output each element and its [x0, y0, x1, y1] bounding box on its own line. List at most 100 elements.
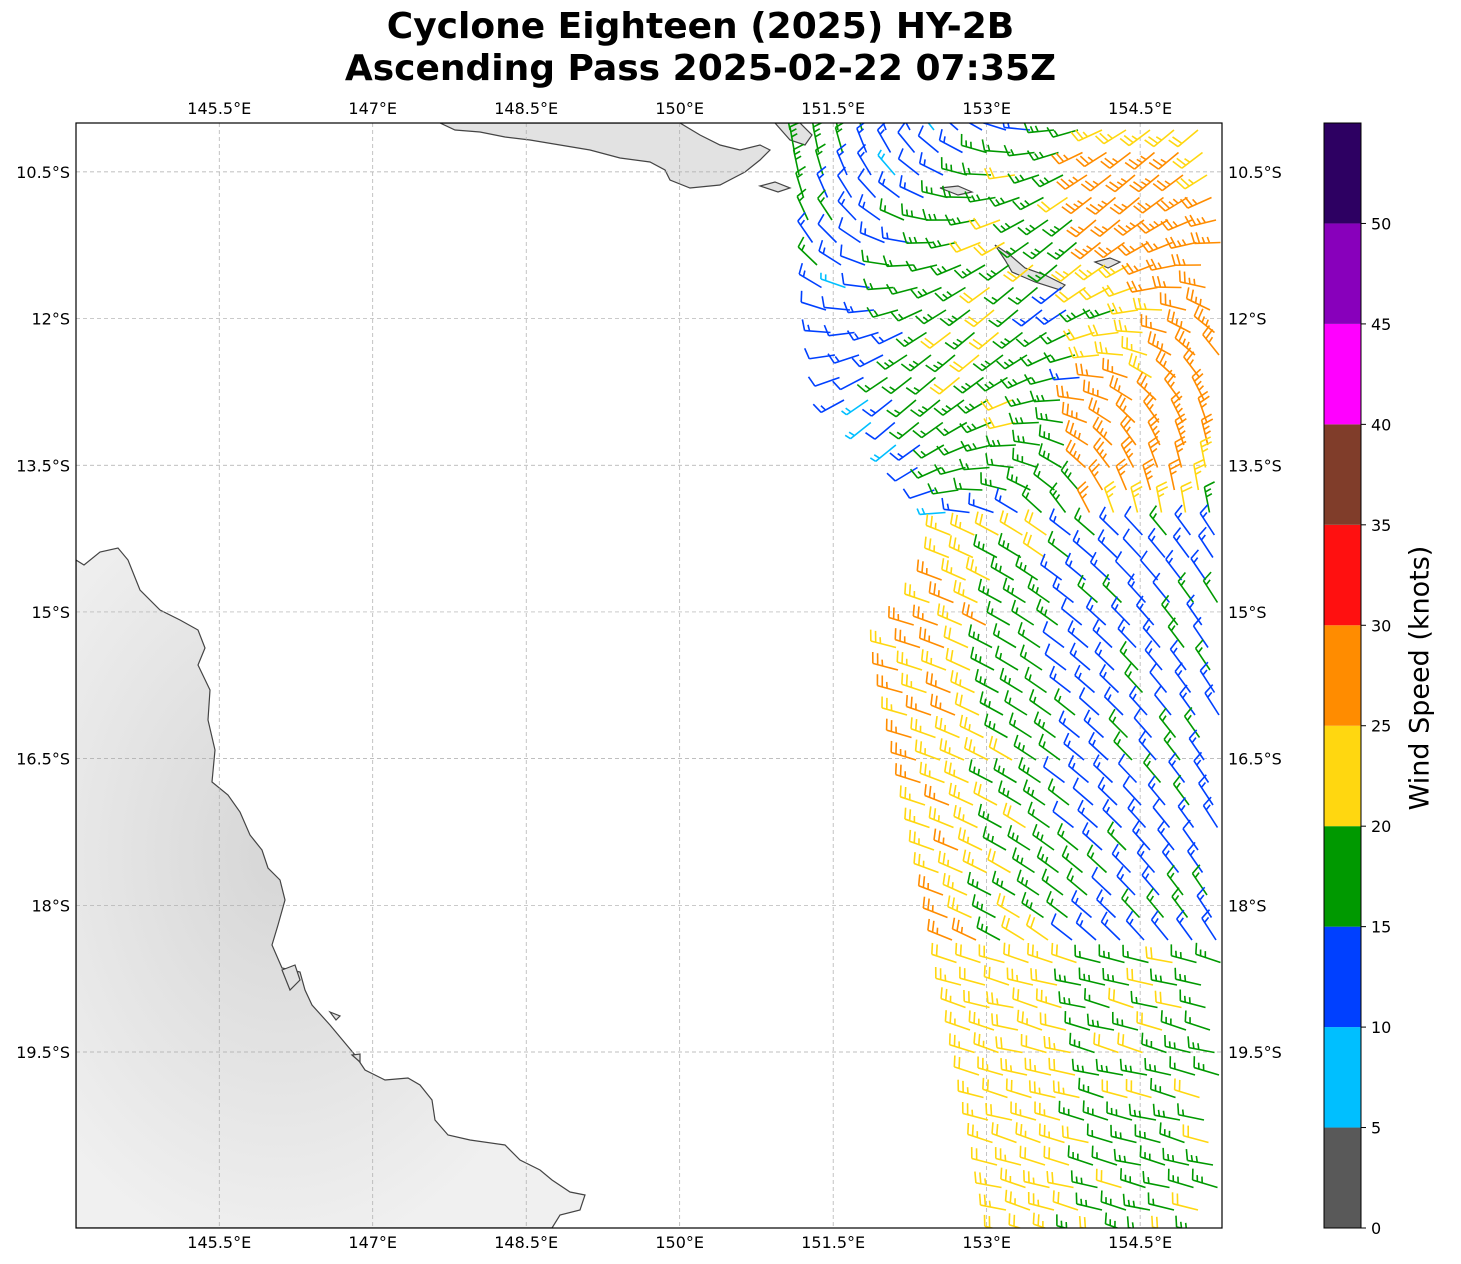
wind-barb — [994, 1147, 1022, 1166]
wind-barb — [1196, 886, 1213, 918]
colorbar-tick-label: 20 — [1371, 817, 1391, 836]
axis-labels: 145.5°E 145.5°E 147°E 147°E 148.5°E 148.5°E 15… — [16, 99, 1282, 1252]
wind-barb — [1117, 618, 1137, 649]
wind-barb — [1163, 729, 1181, 761]
wind-barb — [991, 1122, 1017, 1144]
wind-barb — [879, 198, 905, 221]
wind-barb — [1122, 528, 1142, 559]
wind-barb — [968, 492, 994, 514]
wind-barb — [1035, 988, 1062, 1009]
wind-barb — [881, 376, 912, 395]
wind-barb — [1106, 1101, 1133, 1121]
wind-barb — [1058, 991, 1086, 1009]
wind-barb — [1150, 910, 1169, 941]
colorbar-segment — [1324, 424, 1361, 525]
wind-barb — [1174, 504, 1192, 536]
wind-barb — [953, 1055, 980, 1076]
wind-barb — [929, 264, 962, 276]
wind-barb — [1154, 685, 1172, 716]
wind-barb — [1058, 309, 1091, 323]
wind-barb — [1052, 800, 1074, 829]
wind-barb — [1052, 575, 1074, 604]
wind-barb — [939, 738, 965, 761]
wind-barb — [1082, 379, 1109, 401]
wind-barb — [885, 283, 918, 295]
wind-barb — [894, 628, 921, 649]
wind-barb — [858, 193, 881, 221]
wind-barb — [823, 324, 855, 337]
wind-barb — [1046, 1171, 1074, 1189]
wind-barb — [1033, 711, 1056, 739]
wind-barb — [953, 376, 984, 394]
wind-barb — [1002, 802, 1026, 829]
wind-barb — [1072, 529, 1094, 559]
wind-barb — [889, 444, 921, 461]
wind-barb — [960, 440, 993, 452]
wind-barb — [894, 763, 921, 784]
wind-barb — [941, 558, 966, 581]
island-1 — [774, 123, 813, 146]
wind-barb — [1187, 1036, 1215, 1054]
lon-tick-label-bottom: 147°E — [348, 1233, 397, 1252]
wind-barb — [841, 272, 870, 289]
wind-barb — [1161, 842, 1180, 873]
wind-barb — [1114, 551, 1135, 581]
wind-barb — [970, 1147, 998, 1166]
wind-barb — [959, 966, 986, 986]
wind-barb — [1062, 328, 1095, 342]
wind-barb — [1035, 407, 1063, 424]
wind-barb — [1120, 414, 1137, 446]
wind-barb — [1136, 842, 1156, 874]
wind-barb — [940, 987, 966, 1009]
wind-barb — [1027, 576, 1050, 604]
wind-barb — [1004, 395, 1037, 408]
wind-barb — [1143, 392, 1160, 423]
wind-barb — [1027, 942, 1053, 964]
wind-barb — [1076, 481, 1091, 513]
wind-barb — [972, 354, 1004, 372]
wind-barb — [1094, 641, 1115, 671]
wind-barb — [999, 510, 1023, 536]
wind-barb — [1071, 1058, 1100, 1076]
wind-barb — [913, 852, 939, 874]
wind-barb — [1175, 1215, 1188, 1228]
wind-barb — [1003, 942, 1029, 964]
wind-barb — [1046, 241, 1078, 260]
wind-barb — [1113, 731, 1133, 761]
wind-barb — [1135, 595, 1155, 626]
wind-barb — [1011, 309, 1043, 327]
wind-barb — [987, 196, 1020, 207]
wind-barb — [896, 650, 923, 671]
wind-barb — [1108, 987, 1134, 1009]
wind-barb — [1091, 1145, 1118, 1166]
wind-barb — [871, 651, 899, 671]
wind-barb — [1077, 799, 1099, 829]
wind-barb — [987, 848, 1011, 874]
wind-barb — [1120, 436, 1135, 468]
colorbar-tick-label: 15 — [1371, 918, 1391, 937]
wind-barb — [1141, 865, 1160, 896]
colorbar-segment — [1324, 625, 1361, 726]
wind-barb — [1152, 797, 1171, 829]
wind-barb — [1132, 820, 1151, 851]
wind-barb — [1180, 481, 1193, 513]
wind-barb — [1139, 1145, 1166, 1166]
wind-barb — [1187, 841, 1204, 873]
wind-barb — [1099, 664, 1120, 694]
wind-barb — [955, 942, 981, 964]
colorbar-label: Wind Speed (knots) — [1404, 545, 1436, 811]
wind-barb — [1192, 616, 1209, 648]
wind-barb — [1152, 1103, 1181, 1121]
wind-barb — [968, 331, 1000, 350]
wind-barb — [960, 133, 987, 154]
wind-barb — [1046, 890, 1068, 919]
wind-barb — [983, 416, 1016, 430]
wind-barb — [1124, 663, 1144, 694]
wind-barb — [1056, 1214, 1069, 1228]
wind-barb — [948, 240, 981, 253]
wind-barb — [1038, 443, 1062, 469]
wind-barb — [1147, 435, 1160, 468]
wind-barb — [859, 221, 885, 244]
wind-barb — [1047, 530, 1070, 559]
